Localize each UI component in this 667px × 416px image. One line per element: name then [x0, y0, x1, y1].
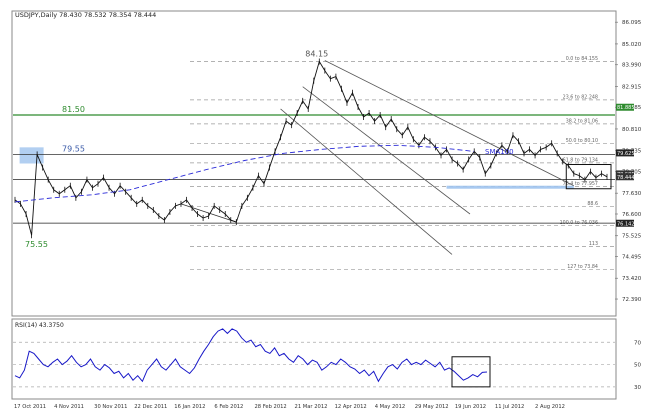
trendline-jan [180, 203, 237, 223]
chart-title: USDJPY,Daily 78.430 78.532 78.354 78.444 [15, 11, 156, 19]
y-tick-label: 82.915 [622, 84, 642, 90]
price-tag [616, 103, 634, 111]
y-tick-label: 86.095 [622, 20, 642, 26]
price-tag [616, 173, 634, 181]
rsi-panel [11, 318, 617, 400]
x-tick-label: 6 Feb 2012 [214, 404, 243, 410]
x-tick-label: 17 Oct 2011 [14, 404, 46, 410]
consolidation-box [565, 164, 612, 190]
fib-label: 50.0 to 80.10 [566, 138, 598, 144]
channel-upper [324, 60, 574, 187]
fib-label: 38.2 to 81.06 [566, 118, 598, 124]
x-tick-label: 4 Nov 2011 [54, 404, 84, 410]
price-tag [616, 219, 634, 227]
price-tag-label: 79.625 [617, 151, 635, 157]
x-tick-label: 16 Jan 2012 [174, 404, 205, 410]
fib-label: 23.6 to 82.248 [563, 94, 598, 100]
x-tick-label: 28 Feb 2012 [254, 404, 286, 410]
rsi-tick-label: 50 [634, 363, 641, 369]
rsi-tick-label: 70 [634, 340, 641, 346]
level-label-75-55: 75.55 [25, 240, 48, 249]
fib-label: 127 to 73.84 [567, 264, 598, 270]
rsi-box [451, 356, 491, 388]
x-tick-label: 2 Aug 2012 [535, 404, 565, 410]
price-tag-label: 81.885 [617, 105, 635, 111]
fib-label: 61.8 to 79.134 [563, 157, 598, 163]
y-tick-label: 74.495 [622, 255, 642, 261]
level-label-79-55: 79.55 [62, 144, 85, 153]
x-tick-label: 29 May 2012 [415, 404, 449, 410]
price-tag-label: 78.444 [617, 175, 635, 181]
y-tick-label: 75.525 [622, 234, 642, 240]
x-tick-label: 19 Jun 2012 [455, 404, 486, 410]
y-tick-label: 77.630 [622, 191, 642, 197]
level-label-84-15: 84.15 [305, 49, 328, 58]
y-tick-label: 73.420 [622, 276, 642, 282]
x-tick-label: 21 Mar 2012 [295, 404, 328, 410]
level-label-81-50: 81.50 [62, 105, 85, 114]
sma-label: SMA100 [485, 148, 514, 156]
y-tick-label: 83.990 [622, 63, 642, 69]
x-tick-label: 11 Jul 2012 [495, 404, 524, 410]
y-tick-label: 72.390 [622, 297, 642, 303]
x-tick-label: 30 Nov 2011 [94, 404, 127, 410]
rsi-tick-label: 30 [634, 385, 641, 391]
y-tick-label: 85.020 [622, 42, 642, 48]
fib-label: 88.6 [587, 201, 598, 207]
resistance-zone [19, 147, 44, 164]
rsi-series [14, 328, 488, 383]
y-tick-label: 80.810 [622, 127, 642, 133]
rsi-label: RSI(14) 43.3750 [15, 322, 64, 329]
fib-label: 0.0 to 84.155 [566, 56, 598, 62]
fib-label: 76.4 to 77.957 [563, 181, 598, 187]
channel-mid [302, 86, 471, 215]
price-series [14, 60, 608, 236]
support-band [446, 185, 574, 189]
price-tag [616, 149, 634, 157]
price-tag-label: 76.142 [617, 221, 635, 227]
channel-lower [280, 108, 453, 255]
x-tick-label: 4 May 2012 [375, 404, 406, 410]
x-tick-label: 12 Apr 2012 [335, 404, 367, 410]
fib-label: 113 [589, 241, 598, 247]
sma100-series [14, 144, 475, 203]
y-tick-label: 76.600 [622, 212, 642, 218]
x-tick-label: 22 Dec 2011 [134, 404, 167, 410]
